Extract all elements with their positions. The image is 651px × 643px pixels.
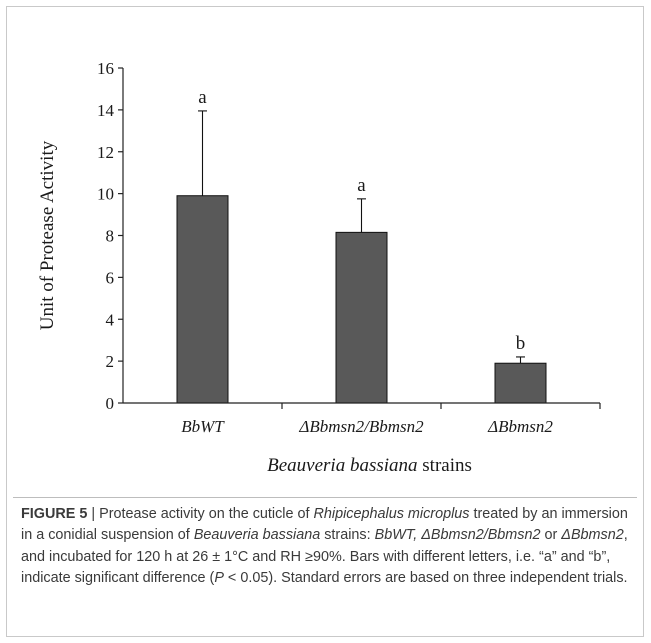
caption-separator: |	[87, 506, 100, 522]
caption-text-part: Protease activity on the cuticle of	[99, 506, 314, 522]
bar-1	[176, 195, 229, 404]
bar-3	[494, 362, 547, 404]
caption-text-part: P	[214, 570, 224, 587]
x-axis-label-rest: strains	[418, 455, 472, 476]
caption-body: Protease activity on the cuticle of Rhip…	[21, 506, 628, 586]
caption-text-part: strains:	[320, 527, 375, 544]
x-tick-label: BbWT	[181, 417, 225, 436]
x-axis-tick-labels: BbWT ΔBbmsn2/Bbmsn2 ΔBbmsn2	[181, 403, 601, 436]
caption-text-part: < 0.05). Standard errors are based on th…	[223, 570, 628, 587]
y-tick-label: 14	[97, 101, 115, 120]
caption-text-part: Rhipicephalus microplus	[313, 506, 470, 522]
y-tick-label: 0	[106, 394, 115, 413]
figure-caption: FIGURE 5 | Protease activity on the cuti…	[21, 504, 639, 590]
y-axis-ticks: 0 2 4 6 8 10 12 14 16	[97, 59, 123, 413]
significance-letter: b	[516, 333, 526, 354]
caption-divider	[13, 497, 637, 498]
caption-text-part: ΔBbmsn2	[561, 527, 624, 544]
bar-2	[335, 231, 388, 404]
x-tick-label: ΔBbmsn2	[487, 417, 553, 436]
bars	[176, 195, 547, 404]
caption-text-part: BbWT, ΔBbmsn2/Bbmsn2	[374, 527, 541, 544]
x-axis-label: Beauveria bassiana strains	[267, 455, 472, 476]
significance-letter: a	[198, 87, 207, 108]
significance-letters: a a b	[198, 87, 525, 354]
figure-frame: 0 2 4 6 8 10 12 14 16 a a b BbWT ΔBbmsn2/Bbmsn2 ΔBbm…	[6, 6, 644, 637]
x-tick-label: ΔBbmsn2/Bbmsn2	[298, 417, 424, 436]
caption-text-part: treated by an immersion in a conidial su…	[21, 506, 628, 544]
y-tick-label: 4	[106, 310, 115, 329]
y-tick-label: 2	[106, 352, 115, 371]
y-tick-label: 6	[106, 268, 115, 287]
y-tick-label: 8	[106, 227, 115, 246]
figure-label: FIGURE 5	[21, 506, 88, 522]
y-tick-label: 12	[97, 143, 114, 162]
error-bars	[198, 110, 525, 364]
caption-text-part: Beauveria bassiana	[193, 527, 321, 544]
y-tick-label: 16	[97, 59, 114, 78]
bar-chart-svg: 0 2 4 6 8 10 12 14 16 a a b BbWT ΔBbmsn2/Bbmsn2 ΔBbm…	[37, 59, 601, 476]
caption-text-part: , and incubated for 120 h at 26 ± 1°C an…	[21, 527, 628, 587]
y-tick-label: 10	[97, 185, 114, 204]
x-axis-label-italic: Beauveria bassiana	[267, 455, 417, 476]
chart: 0 2 4 6 8 10 12 14 16 a a b BbWT ΔBbmsn2/Bbmsn2 ΔBbm…	[7, 7, 645, 497]
caption-text-part: or	[540, 527, 562, 544]
significance-letter: a	[357, 175, 366, 196]
y-axis-label: Unit of Protease Activity	[37, 140, 58, 330]
